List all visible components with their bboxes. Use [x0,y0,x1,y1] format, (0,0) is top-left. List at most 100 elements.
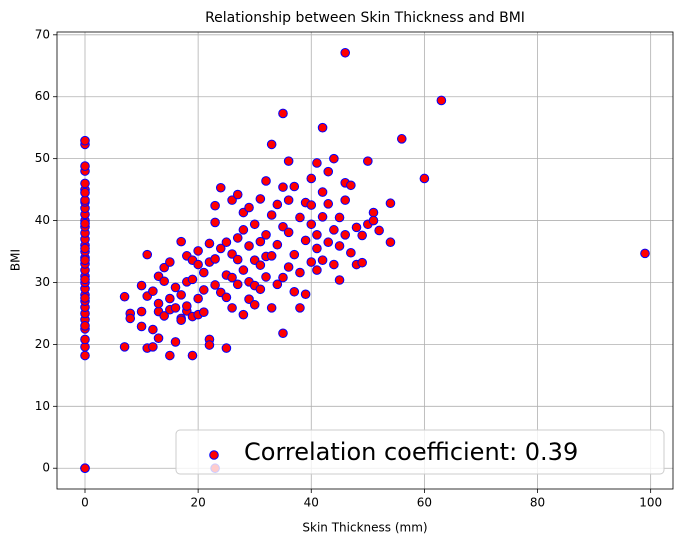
point [255,194,266,204]
point [159,276,169,287]
point [312,158,322,168]
point [148,342,158,352]
point [80,293,90,303]
point [323,237,334,248]
point [165,293,175,304]
point [266,210,277,220]
point [306,257,317,267]
point [153,298,164,309]
point [323,199,334,209]
point [312,230,322,240]
point [244,241,254,251]
point [187,350,198,361]
point [261,272,271,282]
point [295,267,305,278]
point [334,275,345,285]
point [261,176,271,186]
x-tick-label: 60 [417,496,432,510]
point [436,95,447,106]
point [640,248,650,259]
point [232,189,243,200]
point [249,299,260,310]
point [385,237,396,248]
point [396,134,407,144]
point [255,236,266,247]
point [317,187,328,197]
point [249,219,260,230]
point [80,350,90,361]
x-tick-label: 0 [81,496,89,510]
point [278,221,288,232]
point [334,241,345,251]
point [165,257,175,267]
point [227,303,237,313]
point [210,254,220,264]
legend-label: Correlation coefficient: 0.39 [244,438,578,466]
point [80,321,90,331]
point [283,227,294,238]
point [317,122,328,133]
point [419,173,430,184]
point [125,313,136,324]
point [227,195,237,205]
point [165,350,175,361]
point [170,282,181,293]
point [221,343,232,353]
y-axis-label: BMI [9,249,23,271]
y-tick-label: 40 [35,213,50,227]
point [385,198,396,209]
point [312,243,322,254]
point [193,259,203,270]
point [306,173,317,184]
point [204,238,215,249]
y-tick-label: 30 [35,275,50,289]
point [198,307,209,317]
point [278,328,288,339]
point [210,280,220,290]
point [215,182,226,193]
point [272,279,283,290]
point [368,207,379,218]
point [289,249,300,260]
point [80,243,90,254]
point [255,260,266,270]
point [136,280,147,291]
point [357,230,367,241]
point [374,225,384,236]
point [283,262,294,272]
point [283,156,294,166]
point [159,262,169,273]
point [340,230,351,240]
point [295,212,305,223]
point [193,293,203,304]
point [232,279,243,290]
y-tick-label: 70 [35,27,50,41]
point [170,303,181,313]
point [368,215,379,226]
point [300,235,311,246]
point [80,135,90,146]
point [119,291,130,302]
point [198,267,209,278]
point [136,321,147,332]
point [278,182,288,192]
point [80,274,90,285]
point [312,265,322,275]
point [80,255,90,265]
point [340,47,351,58]
point [261,230,271,240]
point [272,239,283,250]
point [266,139,277,150]
point [244,202,254,213]
point [317,255,328,265]
point [266,303,277,313]
point [142,249,153,260]
point [198,285,209,295]
point [334,212,345,223]
point [244,294,254,304]
x-tick-label: 40 [304,496,319,510]
point [227,272,237,283]
point [176,290,186,300]
point [176,315,186,326]
